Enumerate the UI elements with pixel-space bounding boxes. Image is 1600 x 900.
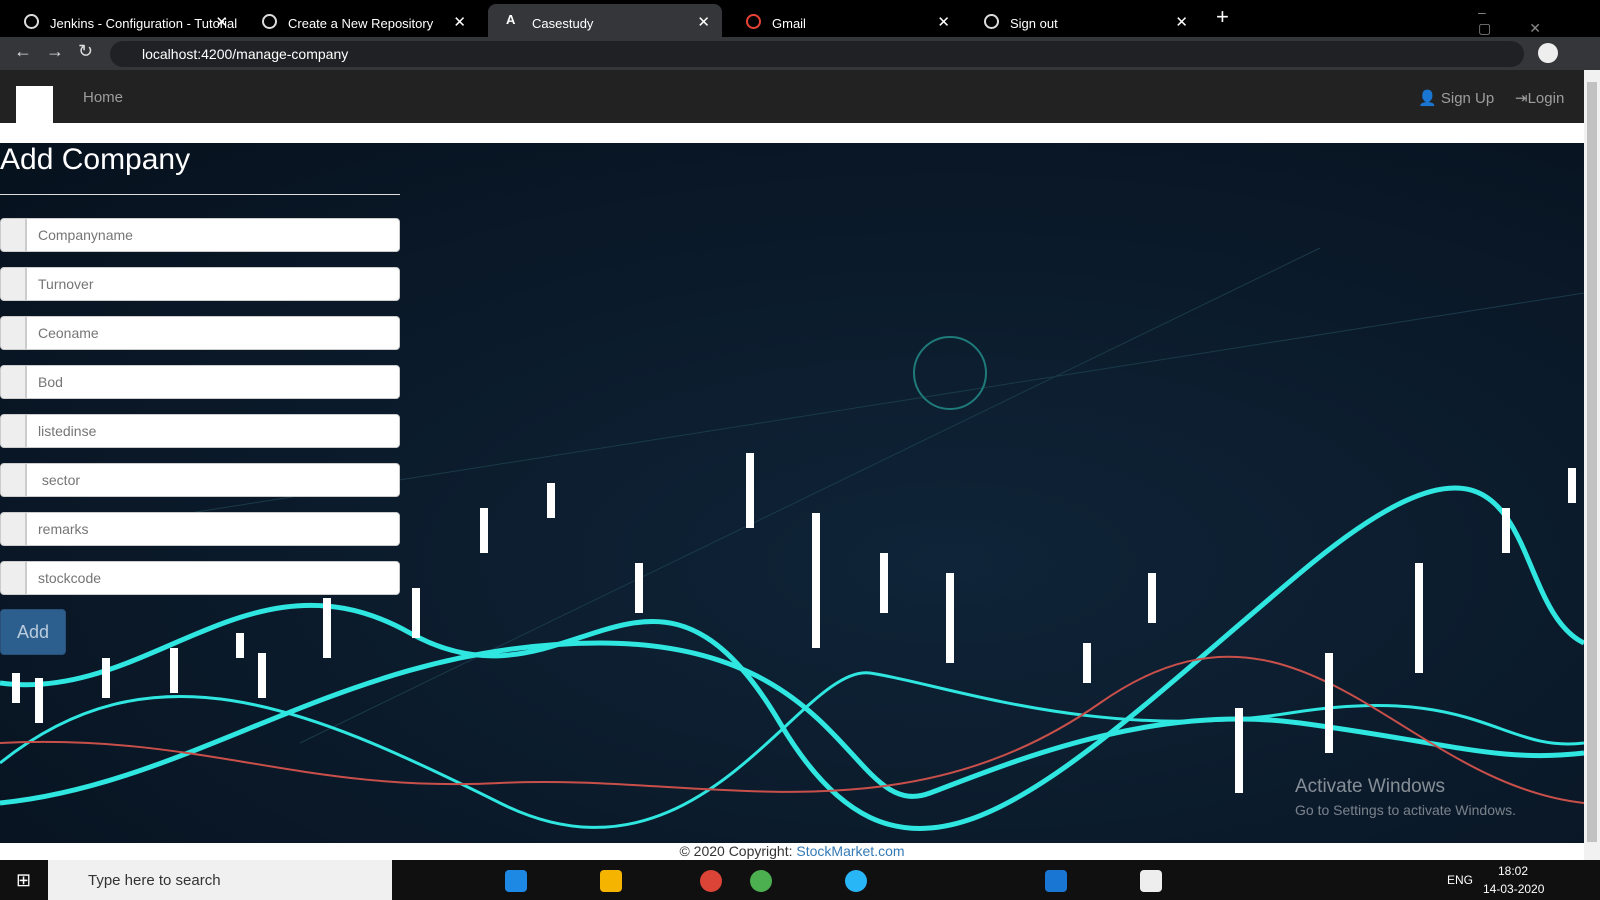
app-icon[interactable] (700, 870, 722, 892)
input[interactable] (26, 561, 400, 595)
language[interactable]: ENG (1447, 873, 1474, 887)
login-text: Login (1527, 90, 1565, 107)
tab[interactable]: Sign out ✕ (966, 4, 1200, 37)
input-addon (0, 561, 26, 595)
window-controls[interactable]: –▢✕ (1478, 4, 1579, 36)
clock-time[interactable]: 18:02 (1498, 864, 1529, 878)
clock-date[interactable]: 14-03-2020 (1483, 882, 1545, 896)
nav-buttons[interactable]: ←→↻ (14, 41, 108, 61)
address-bar[interactable]: localhost:4200/manage-company (110, 41, 1524, 67)
start-button[interactable]: ⊞ (16, 870, 32, 890)
input-addon (0, 463, 26, 497)
footer: © 2020 Copyright: StockMarket.com (0, 843, 1584, 860)
app-icon[interactable] (1140, 870, 1162, 892)
tab-strip: Jenkins - Configuration - Tutorial ✕ Crea… (0, 0, 1600, 37)
taskbar: ⊞ Type here to search ENG 18:02 14-03-20… (0, 860, 1600, 900)
profile[interactable] (1538, 43, 1558, 63)
copyright: © 2020 Copyright: (679, 843, 793, 859)
app-icon[interactable] (1045, 870, 1067, 892)
logo[interactable] (16, 86, 53, 123)
input[interactable] (26, 463, 400, 497)
input-addon (0, 218, 26, 252)
gap (0, 123, 1584, 143)
input[interactable] (26, 365, 400, 399)
input-addon (0, 365, 26, 399)
watermark-title: Activate Windows (1295, 776, 1445, 797)
signup-text: Sign Up (1440, 90, 1495, 107)
tab[interactable]: Jenkins - Configuration - Tutorial ✕ (6, 4, 240, 37)
input-addon (0, 512, 26, 546)
app-icon[interactable] (845, 870, 867, 892)
input[interactable] (26, 267, 400, 301)
form-title: Add Company (0, 143, 191, 176)
navbar: Home 👤 Sign Up ⇥Login (0, 70, 1584, 123)
app-icon[interactable] (750, 870, 772, 892)
search-box[interactable]: Type here to search (48, 860, 392, 900)
new-tab[interactable]: + (1216, 4, 1229, 29)
input[interactable] (26, 414, 400, 448)
nav-signup[interactable]: 👤 Sign Up (1418, 90, 1495, 107)
footer-link[interactable]: StockMarket.com (796, 843, 905, 859)
nav-login[interactable]: ⇥Login (1515, 90, 1565, 107)
app-icon[interactable] (505, 870, 527, 892)
tab[interactable]: Create a New Repository ✕ (244, 4, 478, 37)
tab[interactable]: Gmail ✕ (728, 4, 962, 37)
nav-home[interactable]: Home (83, 89, 124, 106)
input[interactable] (26, 512, 400, 546)
toolbar: ←→↻ localhost:4200/manage-company (0, 37, 1600, 70)
divider (0, 194, 400, 195)
watermark-subtitle: Go to Settings to activate Windows. (1295, 802, 1516, 818)
input-addon (0, 267, 26, 301)
input[interactable] (26, 218, 400, 252)
input-addon (0, 316, 26, 350)
input-addon (0, 414, 26, 448)
add-button[interactable]: Add (0, 609, 66, 655)
app-icon[interactable] (600, 870, 622, 892)
scrollbar[interactable] (1584, 70, 1600, 860)
input[interactable] (26, 316, 400, 350)
tab[interactable]: A Casestudy ✕ (488, 4, 722, 37)
